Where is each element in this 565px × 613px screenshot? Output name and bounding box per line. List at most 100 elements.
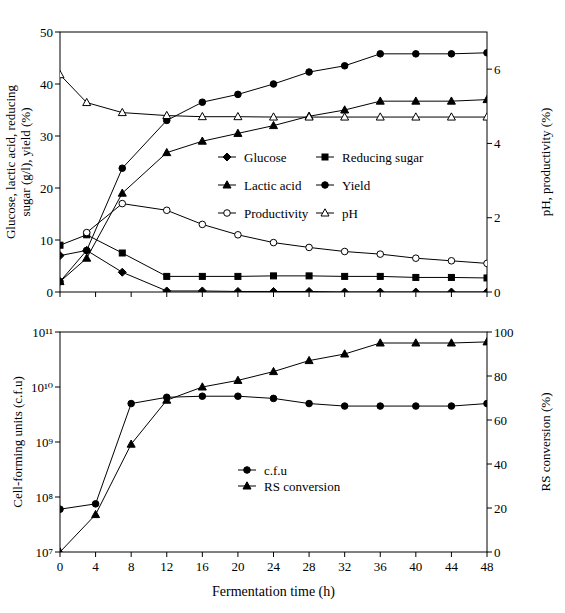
y-tick (55, 240, 60, 241)
x-tick (273, 292, 274, 297)
y2-tick-label: 40 (494, 457, 507, 472)
series-marker (447, 288, 455, 292)
y2-tick-label: 0 (494, 545, 501, 560)
series-marker (118, 268, 126, 276)
series-marker (376, 113, 384, 120)
series-marker (305, 287, 313, 292)
y2-axis-label-line: pH, productivity (%) (538, 108, 553, 217)
series-marker (447, 339, 455, 346)
x-tick-label: 24 (267, 559, 281, 574)
series-marker (377, 251, 384, 258)
y-axis-label: Glucose, lactic acid, reducingsugar (g/l… (3, 84, 33, 239)
series-marker (198, 137, 206, 144)
series-marker (412, 113, 420, 120)
x-tick-label: 28 (303, 559, 316, 574)
y-tick-label: 10⁷ (35, 545, 53, 560)
x-tick-label: 0 (57, 559, 64, 574)
series-marker (413, 255, 420, 262)
series-marker (60, 506, 63, 513)
chart-1: 0481216202428323640444810⁷10⁸10⁹10¹⁰10¹¹… (31, 325, 514, 601)
y-tick (55, 292, 60, 293)
series-marker (83, 254, 91, 261)
series-marker (341, 350, 349, 357)
x-tick (60, 292, 61, 297)
y-tick (55, 497, 60, 498)
x-tick (237, 292, 238, 297)
y2-axis-label: RS conversion (%) (538, 393, 553, 492)
series-line (60, 53, 487, 282)
series-marker (341, 113, 349, 120)
y-tick-label: 10⁹ (35, 435, 53, 450)
y2-tick (487, 69, 492, 70)
y-tick (55, 552, 60, 553)
legend-label: pH (342, 206, 358, 221)
series-marker (447, 97, 455, 104)
x-tick (131, 292, 132, 297)
series-marker (118, 108, 126, 115)
series-marker (305, 356, 313, 363)
series-marker (128, 400, 135, 407)
y-axis-label-line: Glucose, lactic acid, reducing (3, 84, 18, 239)
series-marker (60, 71, 64, 78)
series-marker (60, 548, 64, 552)
x-tick (487, 292, 488, 297)
series-marker (270, 113, 278, 120)
legend-label: Glucose (244, 150, 287, 165)
x-tick-label: 32 (338, 559, 351, 574)
x-tick (60, 552, 61, 557)
series-marker (199, 273, 205, 279)
series-marker (270, 239, 277, 246)
x-tick (487, 552, 488, 557)
y2-tick (487, 420, 492, 421)
series-marker (119, 165, 126, 172)
series-marker (412, 97, 420, 104)
x-tick-label: 12 (160, 559, 173, 574)
data-group (60, 338, 487, 552)
x-tick (380, 292, 381, 297)
series-marker (271, 273, 277, 279)
series-marker (376, 97, 384, 104)
y-axis-label: Cell-forming units (c.f.u) (10, 376, 25, 507)
x-tick (166, 552, 167, 557)
x-tick (309, 552, 310, 557)
series-marker (83, 247, 90, 254)
y2-tick-label: 2 (494, 210, 501, 225)
x-tick (451, 552, 452, 557)
series-line (60, 75, 487, 117)
x-tick-label: 20 (231, 559, 244, 574)
legend-marker (322, 154, 328, 160)
series-marker (484, 400, 487, 407)
series-marker (448, 274, 454, 280)
x-tick (309, 292, 310, 297)
series-marker (270, 81, 277, 88)
series-marker (199, 393, 206, 400)
series-marker (198, 383, 206, 390)
legend-marker (223, 181, 231, 188)
y-axis-label-line: Cell-forming units (c.f.u) (10, 376, 25, 507)
y2-tick (487, 332, 492, 333)
series-marker (484, 260, 487, 267)
y-tick (55, 84, 60, 85)
series-line (60, 235, 487, 278)
series-marker (377, 403, 384, 410)
y-tick-label: 50 (40, 25, 53, 40)
y2-tick-label: 60 (494, 413, 507, 428)
y-tick-label: 30 (40, 129, 53, 144)
legend-marker (321, 209, 329, 216)
series-marker (341, 248, 348, 255)
series-marker (413, 403, 420, 410)
series-marker (163, 111, 171, 118)
series-marker (342, 273, 348, 279)
series-line (60, 396, 487, 509)
x-tick-label: 40 (409, 559, 422, 574)
legend-marker (244, 467, 251, 474)
series-marker (377, 51, 384, 58)
legend-label: RS conversion (264, 479, 341, 494)
y2-tick (487, 292, 492, 293)
series-marker (484, 50, 487, 57)
series-marker (483, 95, 487, 102)
series-marker (60, 277, 64, 284)
y2-tick (487, 552, 492, 553)
x-tick-label: 16 (196, 559, 210, 574)
series-marker (305, 112, 313, 119)
